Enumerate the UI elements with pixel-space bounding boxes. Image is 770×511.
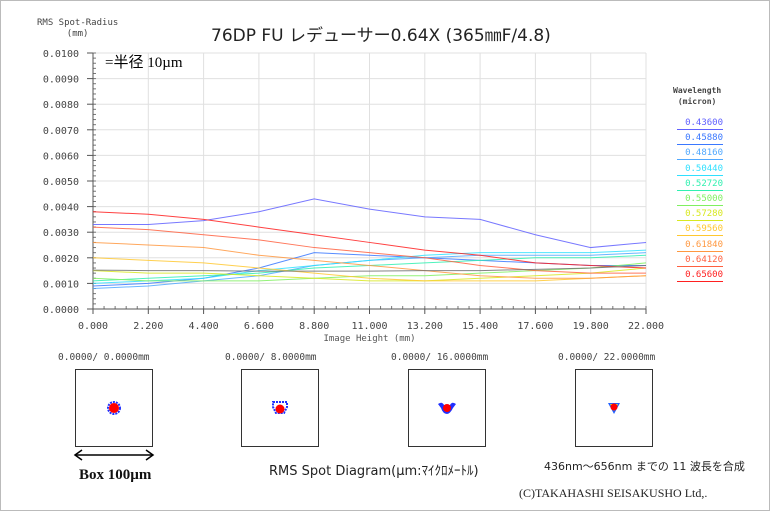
series-line (92, 249, 647, 284)
synthesis-note: 436nm～656nm までの 11 波長を合成 (544, 460, 745, 473)
x-tick-label: 17.600 (517, 321, 553, 332)
x-tick-label: 8.800 (299, 321, 329, 332)
spot-box (241, 369, 319, 447)
y-tick-label: 0.0070 (43, 126, 79, 137)
legend-item: 0.59560 (677, 224, 723, 237)
y-tick-label: 0.0040 (43, 203, 79, 214)
y-tick-label: 0.0000 (43, 305, 79, 316)
y-tick-label: 0.0060 (43, 151, 79, 162)
spot-label: 0.0000/ 22.0000mm (558, 352, 656, 363)
y-tick-label: 0.0090 (43, 75, 79, 86)
spot-box (575, 369, 653, 447)
x-tick-label: 15.400 (462, 321, 498, 332)
legend-item: 0.65600 (677, 270, 723, 282)
y-tick-label: 0.0020 (43, 254, 79, 265)
diagram-label: RMS Spot Diagram(µm:ﾏｲｸﾛﾒｰﾄﾙ) (269, 464, 479, 479)
x-tick-label: 13.200 (407, 321, 443, 332)
legend-item: 0.48160 (677, 148, 723, 161)
x-tick-label: 2.200 (133, 321, 163, 332)
series-line (92, 264, 647, 272)
spot-box (75, 369, 153, 447)
legend-item: 0.52720 (677, 179, 723, 191)
x-tick-label: 19.800 (573, 321, 609, 332)
y-tick-label: 0.0100 (43, 49, 79, 60)
series-line (92, 262, 647, 282)
legend-item: 0.55000 (677, 194, 723, 206)
spot-box (408, 369, 486, 447)
spot-label: 0.0000/ 16.0000mm (391, 352, 489, 363)
box-width-arrow (73, 449, 155, 461)
series-line (92, 257, 647, 282)
chart-title: 76DP FU レデューサー0.64X (365㎜F/4.8) (211, 26, 551, 46)
y-tick-label: 0.0010 (43, 279, 79, 290)
radius-note: =半径 10µm (105, 55, 183, 71)
x-tick-label: 22.000 (628, 321, 664, 332)
spot-dot (275, 404, 285, 414)
legend-item: 0.57280 (677, 209, 723, 222)
legend-item: 0.45880 (677, 133, 723, 146)
x-tick-label: 6.600 (244, 321, 274, 332)
x-tick-label: 11.000 (351, 321, 387, 332)
series-line (92, 226, 646, 274)
series-line (93, 198, 647, 249)
spot-dot (443, 404, 451, 412)
x-axis-label: Image Height (mm) (323, 334, 415, 344)
series-line (92, 241, 647, 279)
series-line (92, 267, 647, 282)
spot-dot (610, 403, 618, 411)
spot-label: 0.0000/ 8.0000mm (225, 352, 317, 363)
legend-item: 0.61840 (677, 240, 723, 252)
legend-item: 0.50440 (677, 164, 723, 176)
spot-dot (109, 403, 119, 413)
box-size-label: Box 100µm (79, 467, 152, 483)
y-tick-label: 0.0030 (43, 228, 79, 239)
copyright: (C)TAKAHASHI SEISAKUSHO Ltd,. (519, 486, 708, 500)
x-tick-label: 0.000 (78, 321, 108, 332)
spot-label: 0.0000/ 0.0000mm (58, 352, 150, 363)
legend-item: 0.43600 (677, 118, 723, 130)
series-line (92, 211, 647, 269)
legend-item: 0.64120 (677, 255, 723, 267)
legend-title: Wavelength (micron) (673, 86, 722, 106)
rms-plot: 0.0000 0.0010 0.0020 0.0030 0.0040 0.0050 0.00… (43, 49, 664, 344)
y-tick-label: 0.0050 (43, 177, 79, 188)
y-axis-label: RMS Spot-Radius (mm) (37, 18, 119, 39)
y-tick-label: 0.0080 (43, 100, 79, 111)
x-tick-label: 4.400 (189, 321, 219, 332)
